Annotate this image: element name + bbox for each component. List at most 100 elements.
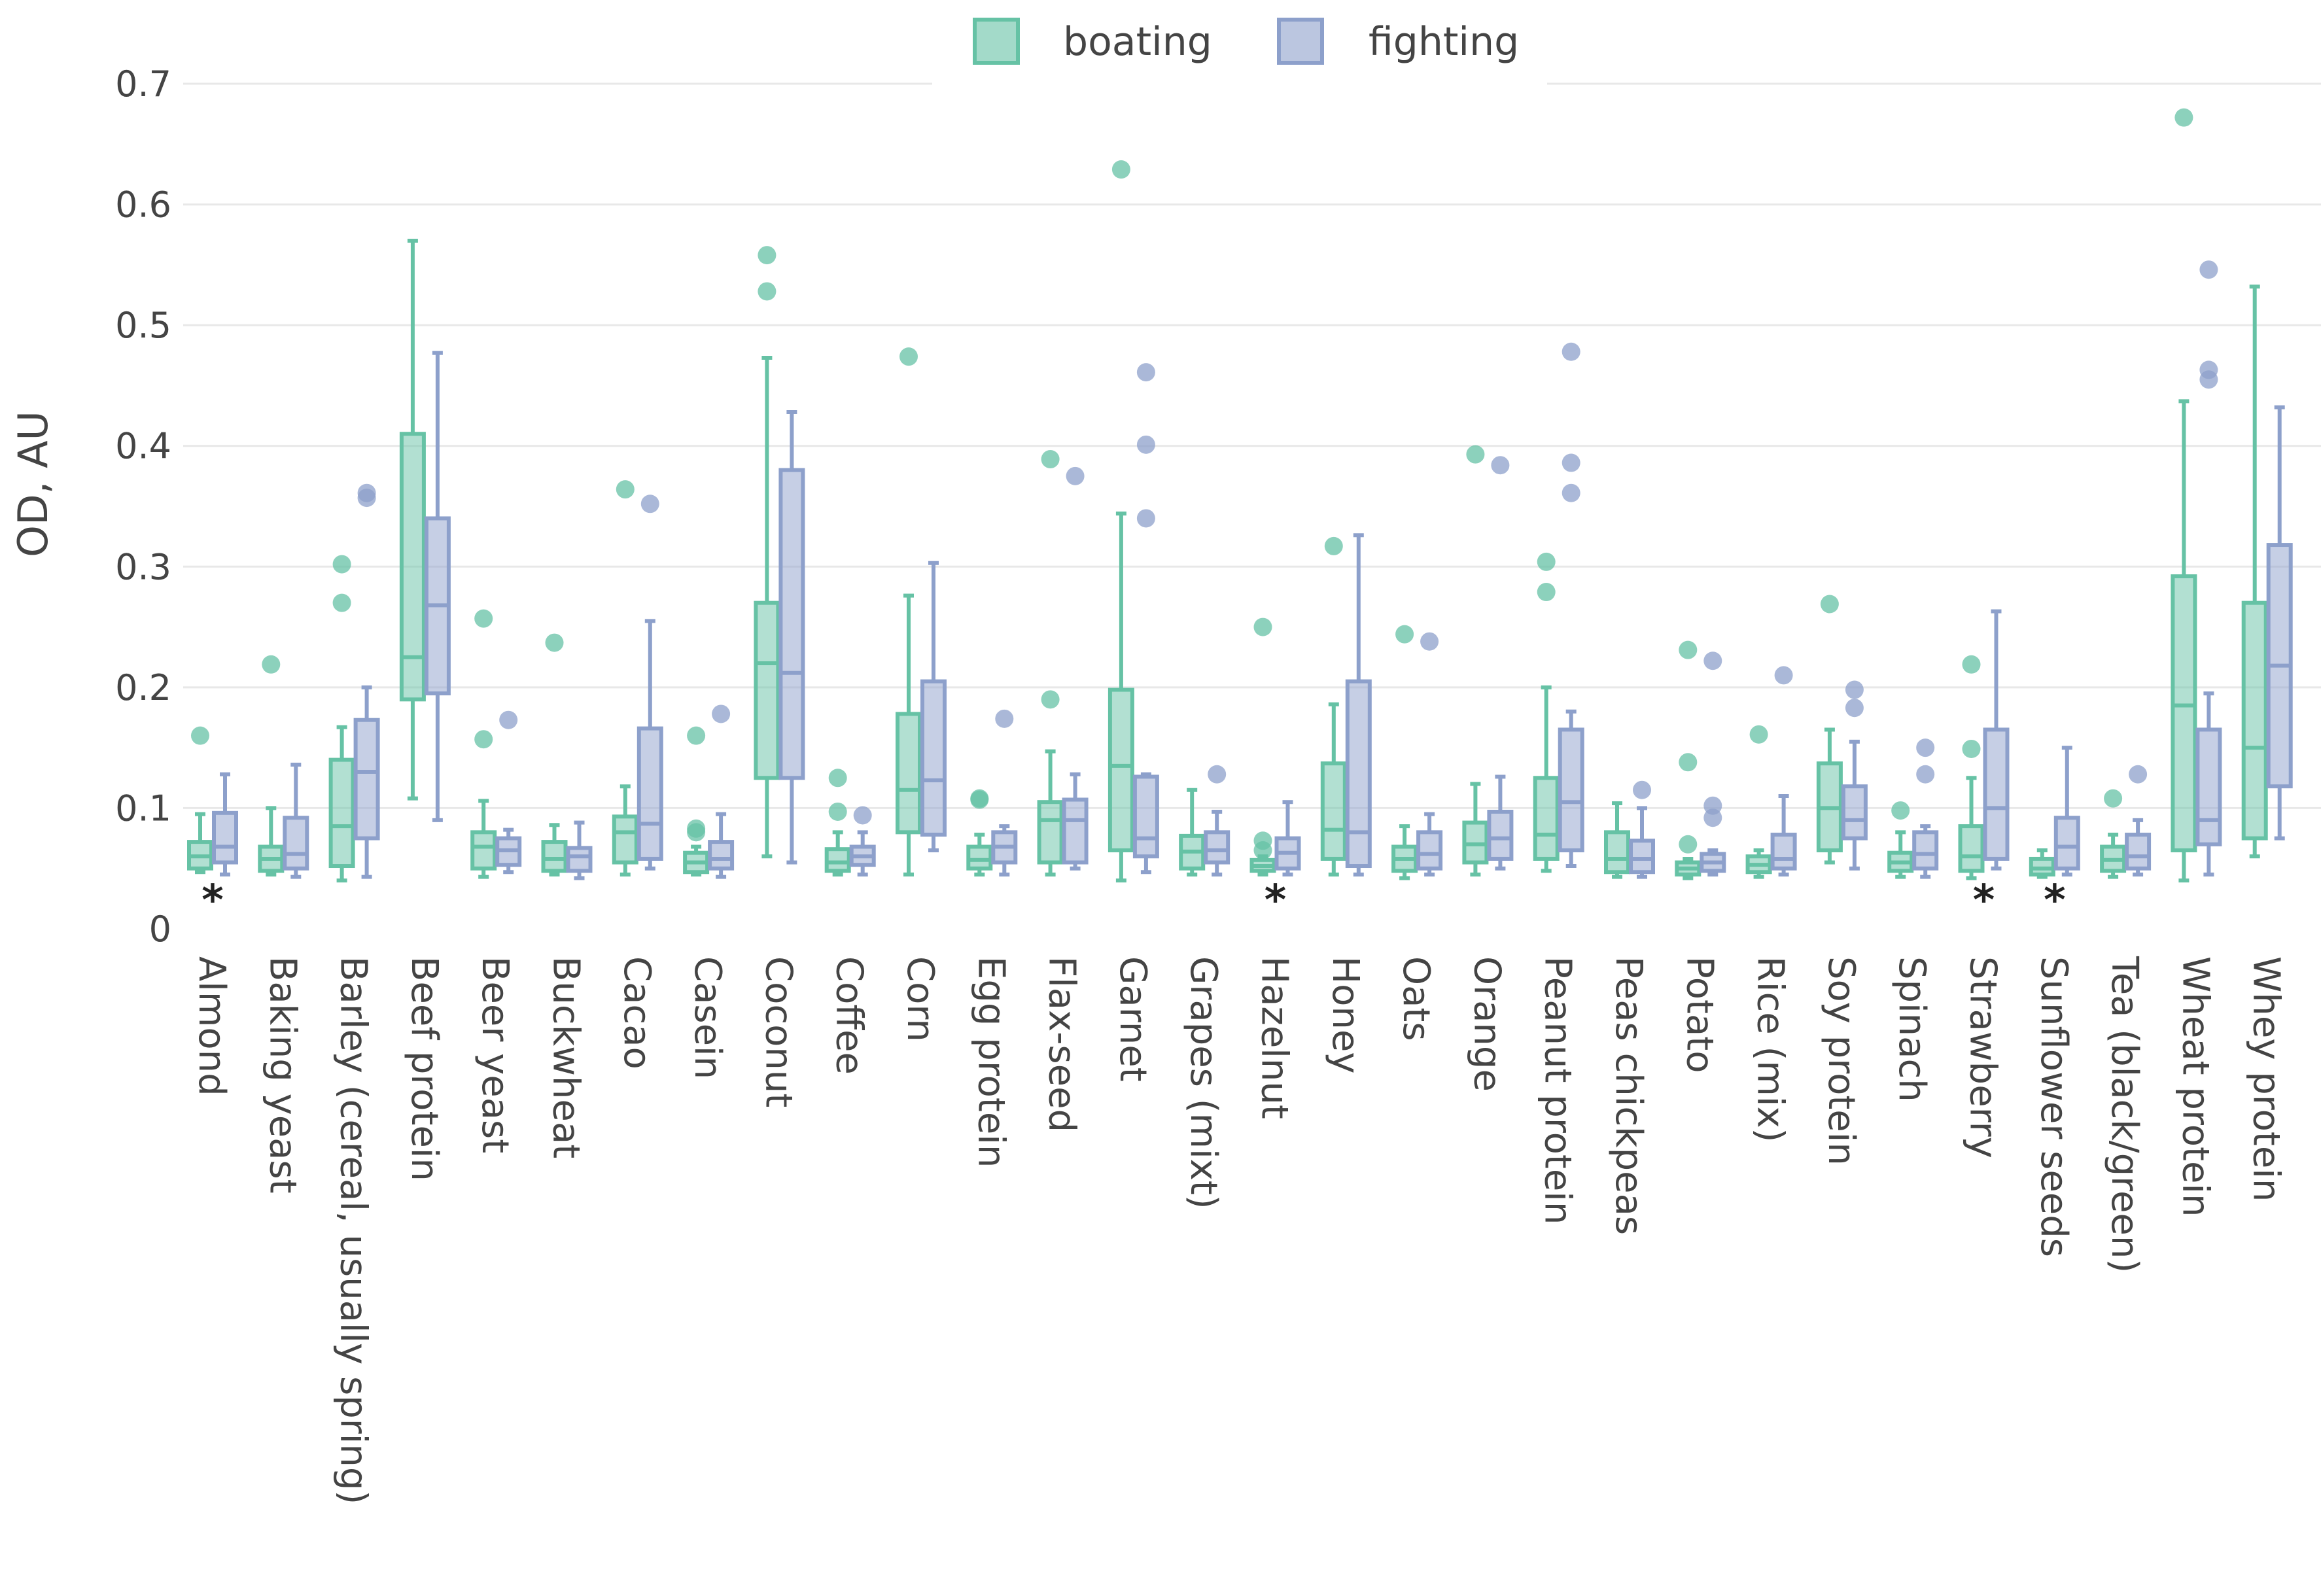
box-boating	[1462, 445, 1489, 876]
box-boating	[399, 238, 426, 801]
significance-marker: *	[1973, 876, 1995, 925]
outlier-point	[2174, 108, 2193, 127]
outlier-point	[1562, 342, 1580, 361]
outlier-point	[1845, 699, 1864, 718]
category-label: Buckwheat	[545, 956, 587, 1158]
outlier-point	[1253, 831, 1272, 850]
y-tick-label: 0.2	[115, 667, 171, 708]
box-body	[1204, 830, 1230, 865]
outlier-point	[2199, 360, 2218, 379]
category-label: Potato	[1678, 956, 1720, 1073]
box-boating	[187, 726, 213, 875]
box-fighting	[920, 561, 947, 853]
box-body	[708, 840, 735, 871]
category-label: Beef protein	[403, 956, 445, 1181]
box-boating	[258, 655, 285, 876]
box-body	[966, 844, 993, 871]
box-fighting	[353, 483, 380, 879]
box-fighting	[1700, 651, 1726, 876]
outlier-point	[1916, 765, 1935, 784]
y-tick-label: 0	[149, 909, 171, 950]
outlier-point	[640, 494, 659, 513]
box-boating	[541, 633, 568, 876]
category-label: Egg protein	[969, 956, 1012, 1168]
outlier-point	[899, 347, 918, 366]
outlier-point	[1066, 466, 1085, 485]
box-boating	[896, 347, 922, 876]
legend-background	[932, 13, 1547, 86]
outlier-point	[474, 609, 493, 628]
box-boating	[1958, 655, 1985, 880]
category-label: Barley (cereal, usually spring)	[332, 956, 375, 1504]
outlier-point	[499, 710, 518, 729]
outlier-point	[1537, 552, 1556, 571]
category-label: Coffee	[828, 956, 871, 1075]
box-boating	[1249, 617, 1276, 876]
outlier-point	[1774, 666, 1793, 685]
outlier-point	[2129, 765, 2148, 784]
box-body	[212, 810, 238, 865]
y-tick-label: 0.3	[115, 546, 171, 587]
y-tick-label: 0.1	[115, 788, 171, 829]
outlier-point	[1136, 435, 1155, 454]
outlier-point	[1679, 753, 1698, 772]
box-body	[778, 468, 805, 780]
category-label: Corn	[899, 956, 941, 1042]
outlier-point	[332, 555, 351, 574]
box-fighting	[1770, 666, 1797, 876]
outlier-point	[1679, 835, 1698, 854]
legend: boating fighting	[932, 13, 1547, 86]
x-axis-categories: Almond Baking yeast Barley (cereal, usuall…	[190, 956, 2288, 1504]
box-boating	[2029, 848, 2055, 879]
box-body	[1487, 809, 1514, 861]
box-body	[1983, 727, 2010, 861]
category-label: Sunflower seeds	[2033, 956, 2075, 1257]
category-label: Rice (mix)	[1749, 956, 1792, 1142]
outlier-point	[1466, 445, 1485, 464]
box-body	[824, 847, 851, 873]
box-fighting	[708, 704, 735, 879]
box-body	[353, 718, 380, 841]
outlier-point	[687, 819, 706, 838]
outlier-point	[1491, 456, 1510, 475]
box-boating	[683, 726, 710, 876]
outlier-point	[1111, 160, 1130, 179]
box-body	[1558, 727, 1584, 853]
box-body	[1629, 839, 1655, 875]
box-body	[566, 846, 593, 873]
category-label: Oats	[1395, 956, 1437, 1041]
outlier-point	[1916, 738, 1935, 757]
significance-marker: *	[201, 876, 223, 925]
box-boating	[2100, 789, 2127, 879]
outlier-point	[1891, 801, 1910, 820]
category-label: Hazelnut	[1253, 956, 1296, 1119]
box-body	[1345, 679, 1372, 869]
box-fighting	[1629, 780, 1655, 879]
box-boating	[1108, 160, 1134, 883]
outlier-point	[687, 726, 706, 745]
box-fighting	[1132, 363, 1159, 875]
y-tick-label: 0.6	[115, 184, 171, 226]
outlier-point	[2199, 260, 2218, 279]
box-boating	[1887, 801, 1914, 879]
box-fighting	[991, 709, 1018, 876]
category-label: Cacao	[616, 956, 658, 1069]
outlier-point	[1420, 632, 1439, 651]
legend-label: boating	[1063, 19, 1212, 65]
outlier-point	[1041, 690, 1060, 709]
box-body	[1416, 830, 1443, 871]
box-boating	[1320, 536, 1347, 876]
outlier-point	[357, 483, 376, 502]
outlier-point	[758, 246, 777, 265]
box-body	[541, 840, 568, 873]
outlier-point	[758, 282, 777, 301]
box-fighting	[1912, 738, 1939, 879]
box-fighting	[1062, 466, 1089, 871]
legend-item-boating: boating	[973, 18, 1212, 65]
box-body	[1132, 774, 1159, 859]
outlier-point	[1395, 625, 1414, 644]
outlier-point	[970, 789, 989, 808]
box-body	[754, 600, 780, 780]
category-label: Garnet	[1111, 956, 1154, 1082]
outlier-point	[995, 709, 1014, 728]
